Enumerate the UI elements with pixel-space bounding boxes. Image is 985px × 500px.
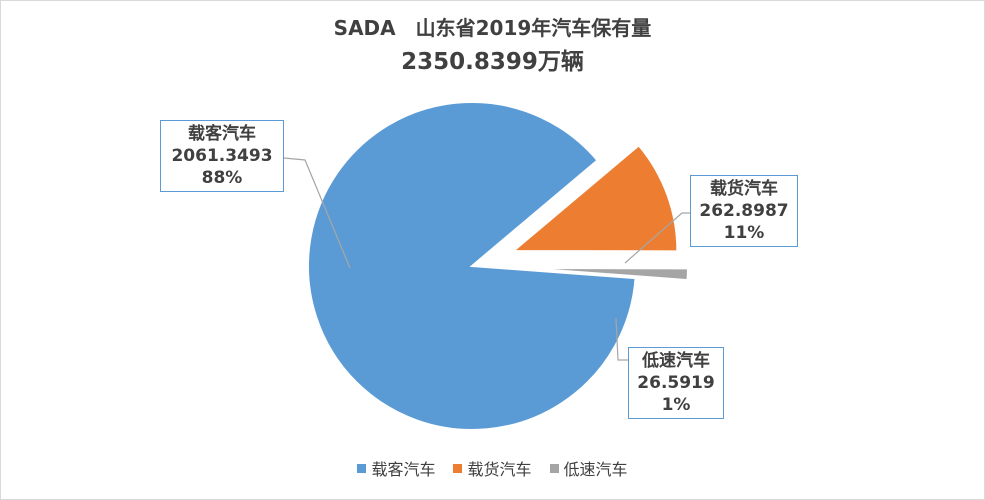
leader-line-passenger [283, 157, 351, 269]
data-label-truck-percent: 11% [723, 223, 765, 243]
leader-line-lowspeed [615, 317, 628, 361]
legend-swatch-passenger [357, 463, 367, 473]
data-label-passenger-percent: 88% [201, 168, 243, 188]
legend-label-truck: 载货汽车 [467, 460, 532, 479]
data-label-lowspeed-name: 低速汽车 [642, 351, 710, 371]
data-label-passenger-name: 载客汽车 [188, 124, 256, 144]
data-label-lowspeed-value: 26.5919 [637, 373, 715, 393]
legend-label-lowspeed: 低速汽车 [563, 460, 628, 479]
legend-item-lowspeed[interactable]: 低速汽车 [549, 456, 628, 480]
data-label-truck: 载货汽车 262.8987 11% [690, 175, 798, 247]
legend-item-passenger[interactable]: 载客汽车 [357, 456, 435, 480]
chart-title: SADA 山东省2019年汽车保有量 [333, 16, 652, 40]
data-label-truck-name: 载货汽车 [710, 179, 778, 199]
pie-slice-lowspeed[interactable] [523, 266, 689, 282]
legend-swatch-truck [453, 463, 463, 473]
pie-slice-passenger[interactable] [307, 101, 637, 431]
leader-line-truck [624, 212, 690, 264]
pie-slice-truck[interactable] [510, 143, 679, 253]
data-label-passenger: 载客汽车 2061.3493 88% [160, 120, 284, 192]
legend-item-truck[interactable]: 载货汽车 [453, 456, 532, 480]
data-label-passenger-value: 2061.3493 [171, 146, 273, 166]
chart-subtitle: 2350.8399万辆 [401, 49, 584, 75]
legend: 载客汽车 载货汽车 低速汽车 [0, 456, 985, 480]
data-label-lowspeed: 低速汽车 26.5919 1% [628, 347, 724, 419]
legend-swatch-lowspeed [549, 463, 559, 473]
data-label-lowspeed-percent: 1% [661, 395, 691, 415]
legend-label-passenger: 载客汽车 [371, 460, 436, 479]
data-label-truck-value: 262.8987 [699, 201, 789, 221]
